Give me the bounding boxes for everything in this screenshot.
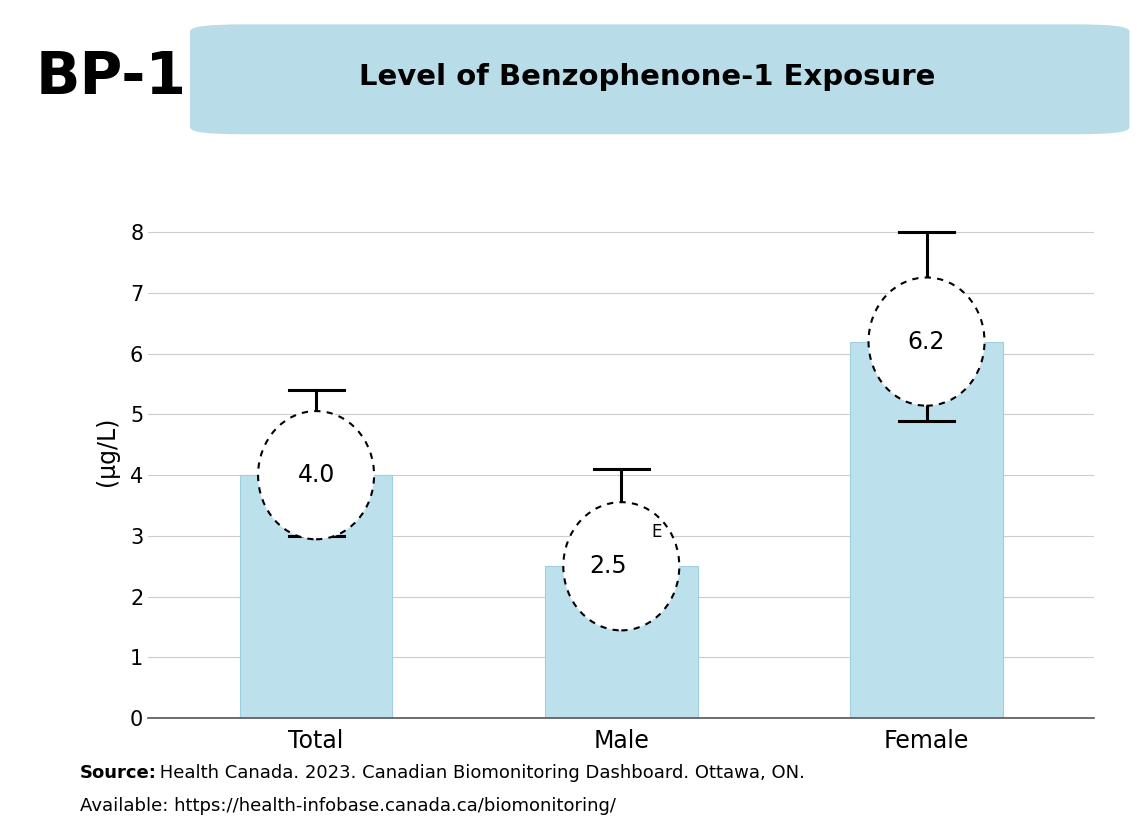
FancyBboxPatch shape [190, 25, 1129, 134]
Text: 2.5: 2.5 [588, 554, 626, 579]
Bar [545, 566, 698, 718]
Text: Level of Benzophenone-1 Exposure: Level of Benzophenone-1 Exposure [359, 63, 935, 91]
Text: BP-1: BP-1 [35, 48, 187, 106]
Ellipse shape [869, 277, 985, 406]
Y-axis label: (μg/L): (μg/L) [95, 416, 119, 486]
Text: 6.2: 6.2 [907, 330, 945, 353]
Ellipse shape [258, 411, 374, 539]
Text: Source:: Source: [80, 764, 156, 782]
Ellipse shape [563, 502, 679, 630]
Text: Available: https://health-infobase.canada.ca/biomonitoring/: Available: https://health-infobase.canad… [80, 797, 616, 816]
Text: E: E [651, 523, 661, 541]
Text: 4.0: 4.0 [298, 463, 335, 487]
Text: Health Canada. 2023. Canadian Biomonitoring Dashboard. Ottawa, ON.: Health Canada. 2023. Canadian Biomonitor… [154, 764, 805, 782]
Bar [239, 475, 392, 718]
Bar [850, 342, 1003, 718]
